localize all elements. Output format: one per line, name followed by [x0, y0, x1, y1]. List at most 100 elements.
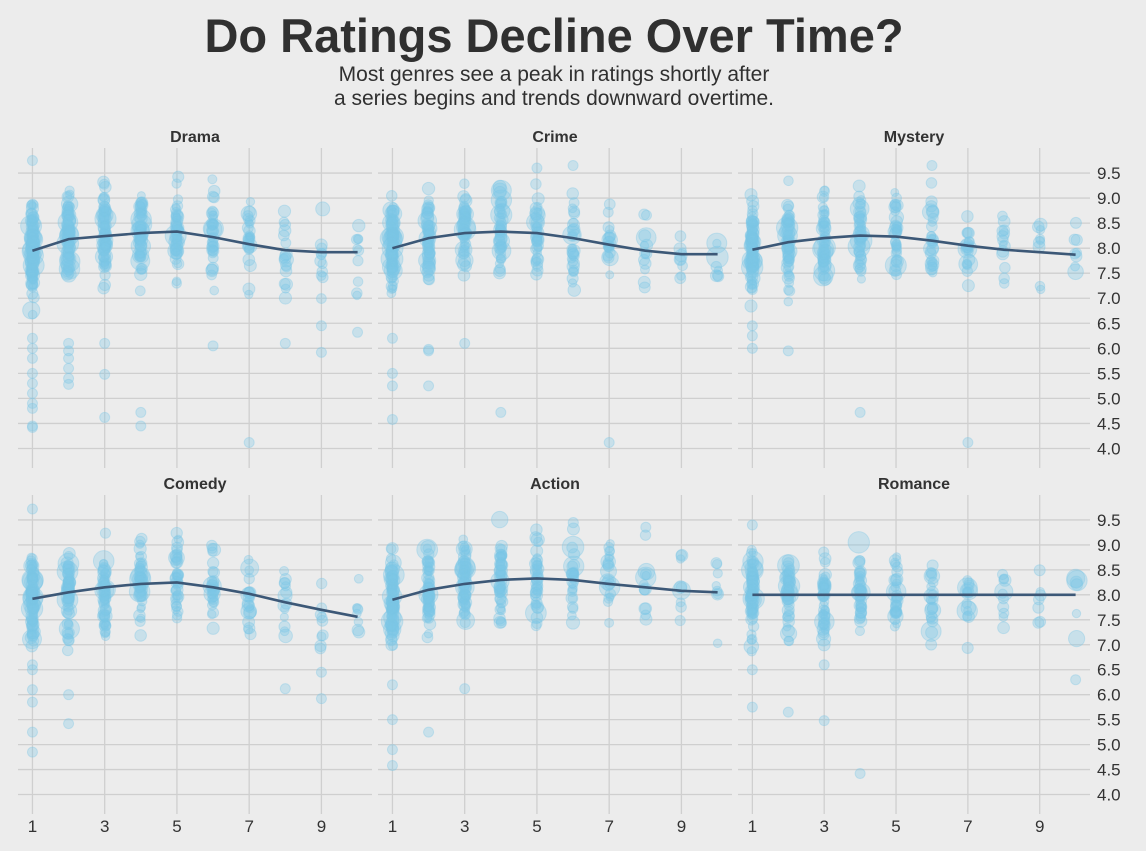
- data-point: [171, 234, 183, 246]
- data-point: [207, 593, 219, 606]
- data-point: [134, 243, 147, 256]
- y-tick-label: 7.5: [1097, 264, 1121, 283]
- data-point: [386, 239, 396, 249]
- data-point: [98, 278, 112, 292]
- data-point: [1033, 564, 1046, 577]
- data-point: [26, 267, 37, 278]
- data-point: [386, 587, 398, 599]
- data-point: [136, 604, 146, 614]
- data-point: [136, 211, 147, 222]
- data-point: [497, 243, 507, 254]
- x-tick-label: 1: [28, 817, 37, 836]
- data-point: [386, 204, 400, 218]
- data-point: [26, 235, 40, 248]
- data-point: [25, 609, 38, 623]
- data-point: [421, 217, 434, 231]
- data-point: [422, 244, 434, 256]
- data-point: [746, 224, 758, 236]
- data-point: [63, 559, 74, 571]
- data-point: [25, 555, 37, 566]
- data-point: [674, 272, 687, 285]
- data-point: [387, 256, 399, 268]
- data-point: [207, 340, 219, 352]
- data-point: [314, 639, 327, 653]
- data-point: [351, 287, 363, 299]
- data-point: [28, 604, 39, 615]
- data-point: [62, 201, 74, 213]
- data-point: [63, 576, 75, 589]
- data-point: [99, 221, 109, 231]
- data-point: [61, 219, 74, 232]
- data-point: [384, 249, 399, 263]
- data-point: [890, 206, 901, 217]
- data-point: [26, 253, 37, 264]
- data-point: [244, 230, 255, 240]
- x-tick-label: 7: [604, 817, 613, 836]
- data-point: [316, 631, 327, 642]
- data-point: [385, 633, 398, 647]
- y-tick-label: 9.0: [1097, 189, 1121, 208]
- data-point: [386, 283, 397, 294]
- data-point: [532, 581, 543, 591]
- data-point: [132, 588, 147, 603]
- data-point: [134, 201, 147, 213]
- data-point: [136, 265, 147, 275]
- data-point: [100, 220, 110, 230]
- data-point: [206, 542, 218, 554]
- data-point: [63, 619, 74, 631]
- data-point: [818, 246, 831, 259]
- data-point: [743, 638, 760, 655]
- data-point: [744, 270, 759, 284]
- data-point: [999, 261, 1011, 274]
- data-point: [459, 215, 469, 225]
- data-point: [207, 205, 218, 217]
- data-point: [382, 201, 400, 219]
- data-point: [134, 562, 145, 573]
- data-point: [495, 244, 506, 256]
- data-point: [61, 209, 74, 222]
- data-point: [63, 241, 76, 255]
- data-point: [495, 561, 506, 572]
- data-point: [566, 246, 579, 259]
- data-point: [425, 242, 435, 252]
- data-point: [171, 257, 185, 271]
- data-point: [26, 563, 37, 574]
- data-point: [100, 568, 111, 579]
- data-point: [64, 573, 74, 583]
- data-point: [1070, 674, 1082, 686]
- trend-line: [392, 577, 718, 602]
- data-point: [818, 216, 831, 228]
- data-point: [240, 205, 258, 223]
- data-point: [171, 202, 181, 212]
- data-point: [710, 260, 723, 273]
- data-point: [889, 219, 902, 232]
- data-point: [817, 261, 830, 274]
- data-point: [99, 609, 113, 623]
- data-point: [494, 196, 508, 210]
- data-point: [892, 221, 902, 231]
- data-point: [133, 211, 146, 224]
- data-point: [821, 239, 831, 249]
- data-point: [746, 227, 760, 241]
- data-point: [207, 565, 219, 578]
- data-point: [744, 229, 758, 242]
- data-point: [62, 221, 76, 234]
- data-point: [890, 215, 903, 228]
- data-point: [172, 209, 183, 220]
- data-point: [244, 214, 256, 227]
- data-point: [99, 255, 112, 267]
- data-point: [781, 213, 794, 226]
- data-point: [604, 588, 617, 600]
- data-point: [134, 535, 146, 548]
- data-point: [638, 208, 651, 221]
- x-tick-label: 7: [963, 817, 972, 836]
- data-point: [459, 208, 471, 220]
- data-point: [421, 259, 436, 273]
- data-point: [925, 638, 938, 651]
- data-point: [98, 258, 110, 270]
- data-point: [27, 226, 41, 240]
- data-point: [712, 638, 723, 649]
- data-point: [782, 345, 794, 357]
- data-point: [605, 539, 615, 549]
- data-point: [24, 602, 38, 617]
